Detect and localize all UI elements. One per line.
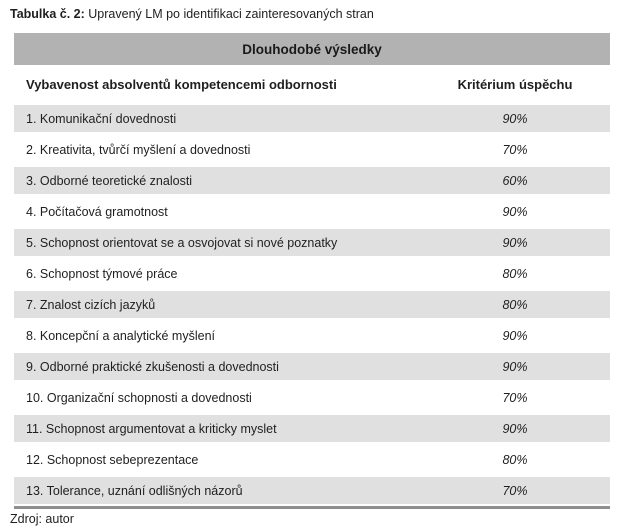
table-row: 13. Tolerance, uznání odlišných názorů 7… xyxy=(14,475,610,506)
percentage-cell: 80% xyxy=(502,266,528,281)
competency-cell: 8. Koncepční a analytické myšlení xyxy=(26,328,215,343)
competency-cell: 1. Komunikační dovednosti xyxy=(26,111,177,126)
table-header-title: Dlouhodobé výsledky xyxy=(242,41,382,57)
table-row: 3. Odborné teoretické znalosti 60% xyxy=(14,165,610,196)
competency-cell: 5. Schopnost orientovat se a osvojovat s… xyxy=(26,235,338,250)
competency-cell: 12. Schopnost sebeprezentace xyxy=(26,452,199,467)
competency-cell: 11. Schopnost argumentovat a kriticky my… xyxy=(26,421,277,436)
competency-cell: 9. Odborné praktické zkušenosti a dovedn… xyxy=(26,359,279,374)
competency-cell: 10. Organizační schopnosti a dovednosti xyxy=(26,390,252,405)
percentage-cell: 70% xyxy=(502,483,528,498)
competency-cell: 13. Tolerance, uznání odlišných názorů xyxy=(26,483,243,498)
percentage-cell: 90% xyxy=(502,359,528,374)
percentage-cell: 90% xyxy=(502,111,528,126)
table-row: 11. Schopnost argumentovat a kriticky my… xyxy=(14,413,610,444)
competency-cell: 6. Schopnost týmové práce xyxy=(26,266,178,281)
percentage-cell: 60% xyxy=(502,173,528,188)
percentage-cell: 70% xyxy=(502,142,528,157)
table-caption-text: Upravený LM po identifikaci zainteresova… xyxy=(84,7,374,21)
results-table: Dlouhodobé výsledky Vybavenost absolvent… xyxy=(14,33,610,509)
table-row: 7. Znalost cizích jazyků 80% xyxy=(14,289,610,320)
table-row: 4. Počítačová gramotnost 90% xyxy=(14,196,610,227)
table-row: 2. Kreativita, tvůrčí myšlení a dovednos… xyxy=(14,134,610,165)
table-body: 1. Komunikační dovednosti 90% 2. Kreativ… xyxy=(14,103,610,506)
percentage-cell: 90% xyxy=(502,204,528,219)
percentage-cell: 90% xyxy=(502,328,528,343)
table-row: 8. Koncepční a analytické myšlení 90% xyxy=(14,320,610,351)
column-header-row: Vybavenost absolventů kompetencemi odbor… xyxy=(14,65,610,103)
percentage-cell: 90% xyxy=(502,235,528,250)
table-header-bar: Dlouhodobé výsledky xyxy=(14,33,610,65)
competency-cell: 2. Kreativita, tvůrčí myšlení a dovednos… xyxy=(26,142,251,157)
percentage-cell: 90% xyxy=(502,421,528,436)
source-note: Zdroj: autor xyxy=(10,512,74,526)
percentage-cell: 70% xyxy=(502,390,528,405)
table-caption: Tabulka č. 2: Upravený LM po identifikac… xyxy=(10,6,374,22)
competency-cell: 3. Odborné teoretické znalosti xyxy=(26,173,193,188)
percentage-cell: 80% xyxy=(502,452,528,467)
competency-cell: 4. Počítačová gramotnost xyxy=(26,204,168,219)
table-row: 9. Odborné praktické zkušenosti a dovedn… xyxy=(14,351,610,382)
percentage-cell: 80% xyxy=(502,297,528,312)
table-row: 5. Schopnost orientovat se a osvojovat s… xyxy=(14,227,610,258)
table-caption-number: Tabulka č. 2: xyxy=(10,7,85,21)
competency-cell: 7. Znalost cizích jazyků xyxy=(26,297,156,312)
table-row: 6. Schopnost týmové práce 80% xyxy=(14,258,610,289)
table-row: 1. Komunikační dovednosti 90% xyxy=(14,103,610,134)
table-row: 12. Schopnost sebeprezentace 80% xyxy=(14,444,610,475)
table-row: 10. Organizační schopnosti a dovednosti … xyxy=(14,382,610,413)
column-header-criterion: Kritérium úspěchu xyxy=(457,76,573,92)
column-header-competency: Vybavenost absolventů kompetencemi odbor… xyxy=(26,76,337,92)
